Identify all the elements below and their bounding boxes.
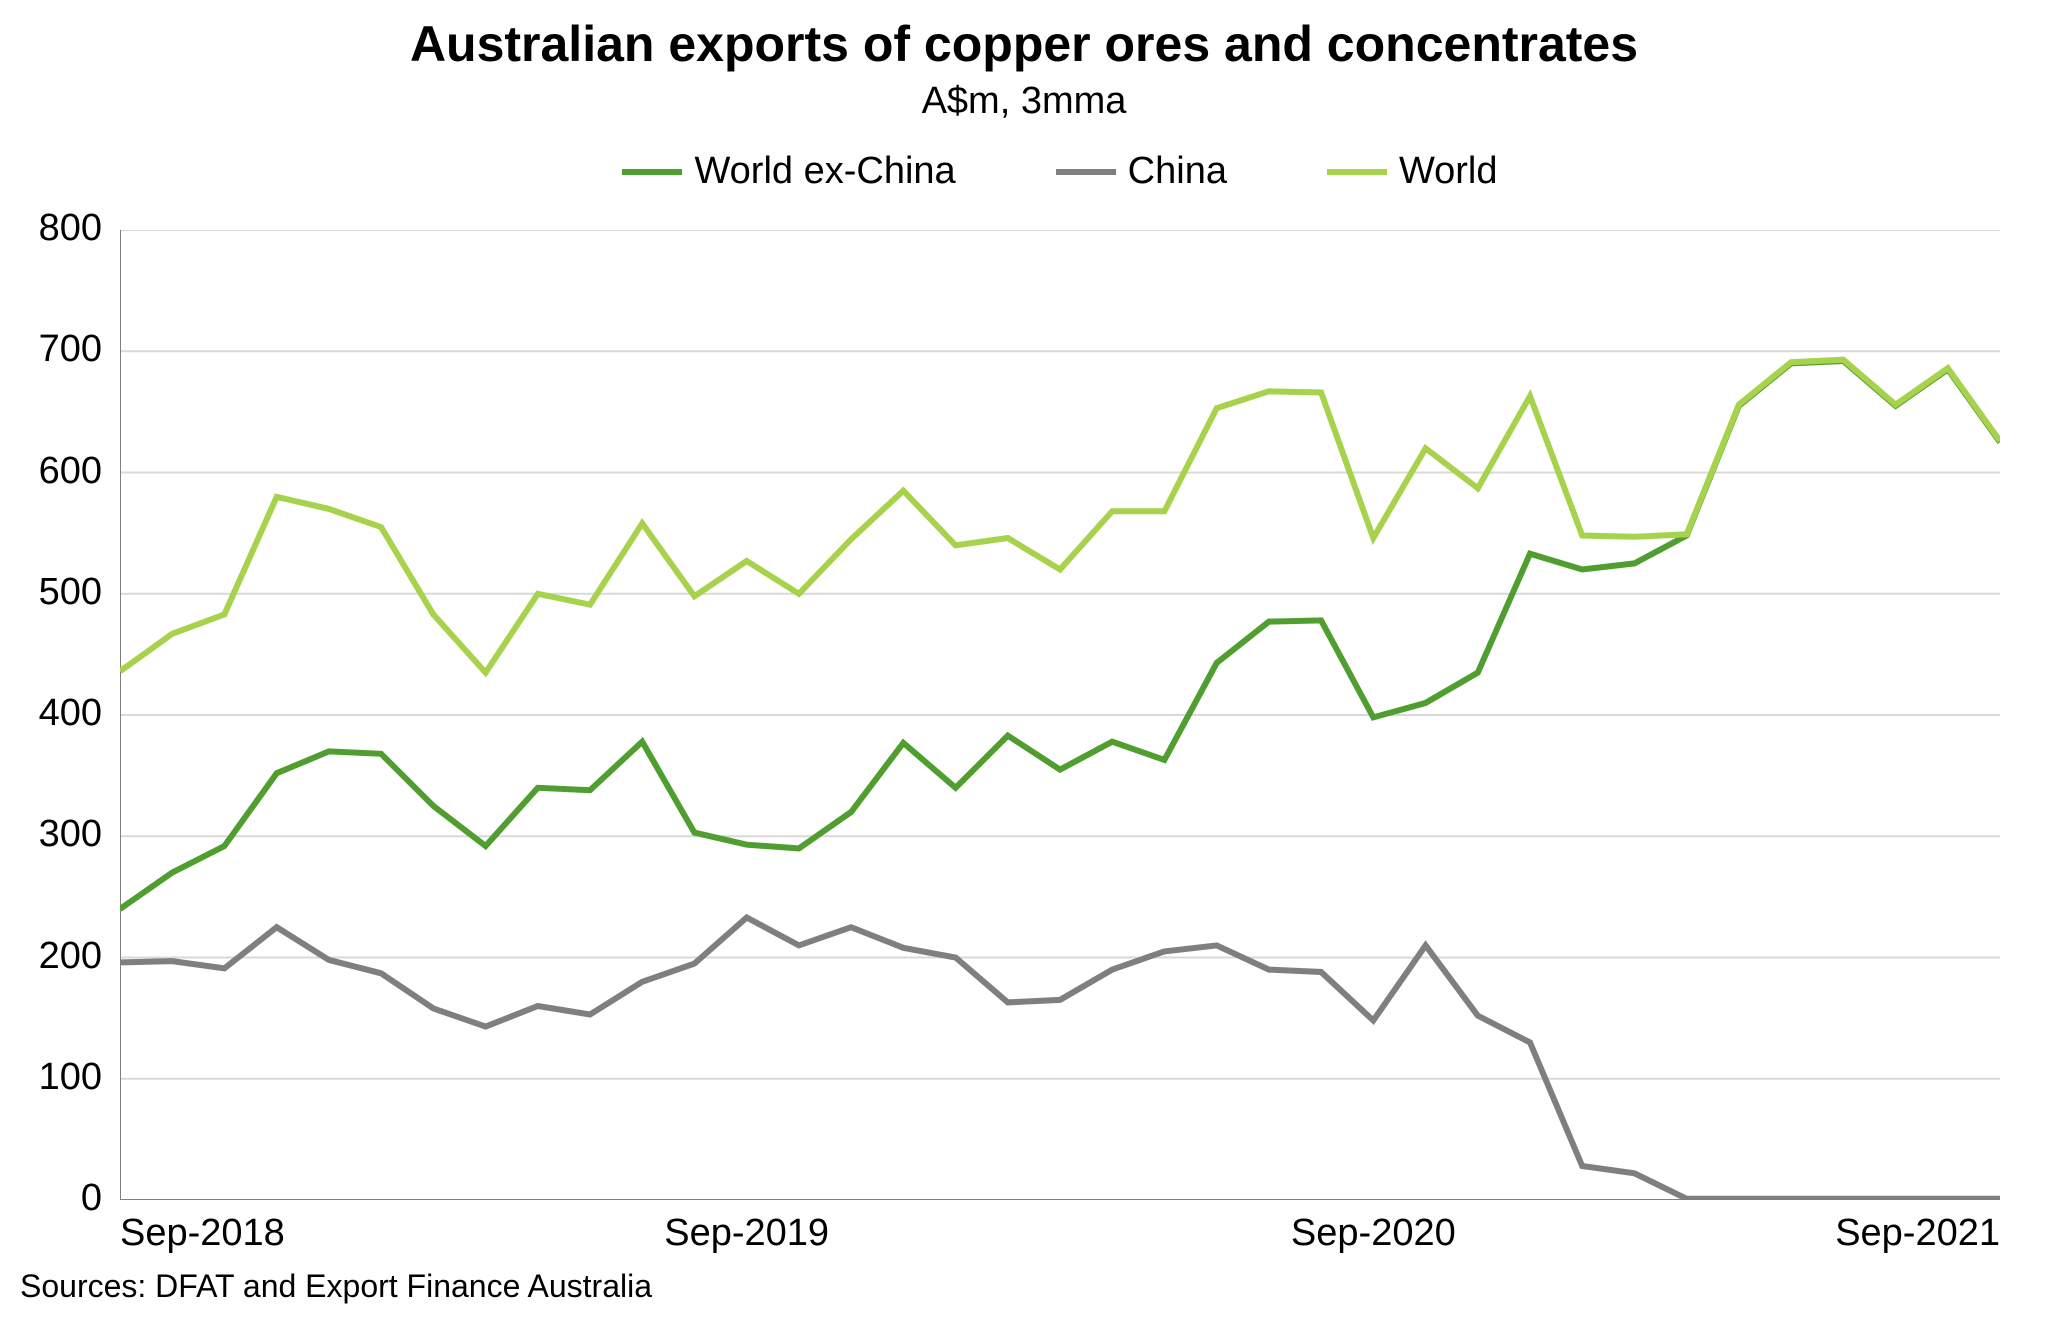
y-tick-label: 800 [0,207,102,250]
plot-area [120,230,2000,1200]
y-tick-label: 200 [0,935,102,978]
x-tick-label: Sep-2019 [664,1212,829,1255]
plot-svg [120,230,2000,1200]
legend-swatch [622,169,682,175]
chart-title: Australian exports of copper ores and co… [0,15,2048,73]
legend-swatch [1327,169,1387,175]
legend: World ex-China China World [120,150,2000,193]
legend-item: World [1327,150,1498,193]
chart-container: Australian exports of copper ores and co… [0,0,2048,1333]
legend-item: World ex-China [622,150,955,193]
legend-label: World ex-China [694,150,955,193]
y-tick-label: 300 [0,813,102,856]
series-line [120,360,2000,673]
y-tick-label: 700 [0,328,102,371]
legend-label: World [1399,150,1498,193]
chart-subtitle: A$m, 3mma [0,80,2048,123]
x-tick-label: Sep-2021 [1835,1212,2000,1255]
x-tick-label: Sep-2018 [120,1212,285,1255]
source-note: Sources: DFAT and Export Finance Austral… [20,1268,652,1305]
y-tick-label: 500 [0,571,102,614]
legend-label: China [1128,150,1227,193]
series-line [120,361,2000,909]
legend-item: China [1056,150,1227,193]
y-tick-label: 100 [0,1056,102,1099]
y-tick-label: 600 [0,450,102,493]
legend-swatch [1056,169,1116,175]
y-tick-label: 400 [0,692,102,735]
series-line [120,918,2000,1199]
y-tick-label: 0 [0,1177,102,1220]
x-tick-label: Sep-2020 [1291,1212,1456,1255]
